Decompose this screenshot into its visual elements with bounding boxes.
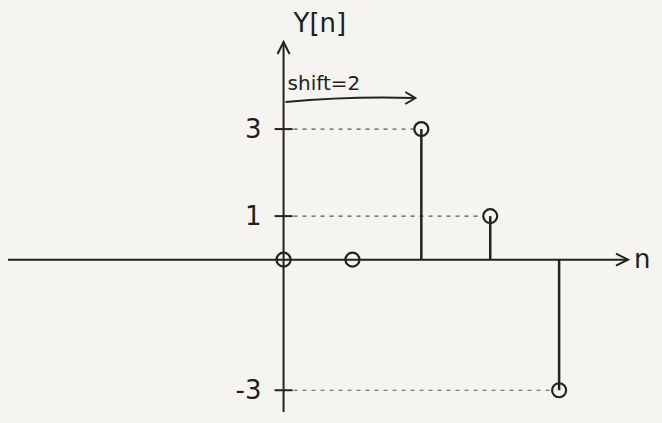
annotation-arrowhead (405, 92, 415, 104)
y-axis-arrow (278, 42, 290, 54)
y-axis (283, 42, 285, 412)
guide-line (294, 216, 484, 217)
stem-marker (277, 253, 291, 267)
x-axis-label: n (634, 244, 650, 274)
y-tick (275, 389, 293, 391)
x-axis-arrow (616, 254, 628, 266)
stem-marker (483, 209, 497, 223)
y-axis-label: Y[n] (293, 8, 347, 38)
guide-line (294, 390, 553, 391)
y-tick-label: 3 (245, 114, 262, 144)
annotation-arrow (286, 98, 416, 103)
chart: Y[n] n -3 1 3 shift=2 (0, 0, 662, 423)
guide-line (294, 128, 415, 129)
stem-marker (552, 383, 566, 397)
y-tick (275, 215, 293, 217)
x-axis (8, 259, 628, 261)
stem-marker (345, 253, 359, 267)
y-tick-label: -3 (236, 375, 262, 405)
stem (558, 260, 561, 391)
y-tick (275, 128, 293, 130)
stem (420, 129, 423, 260)
annotation: shift=2 (288, 71, 361, 95)
y-tick-label: 1 (245, 201, 262, 231)
stems (277, 122, 567, 397)
stem-marker (414, 122, 428, 136)
